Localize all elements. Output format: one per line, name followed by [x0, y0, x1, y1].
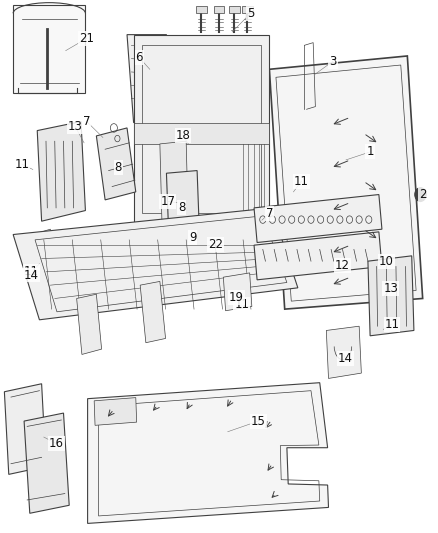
Text: 11: 11 [14, 158, 29, 171]
Text: 13: 13 [68, 120, 83, 133]
Polygon shape [77, 294, 102, 354]
Text: 8: 8 [115, 161, 122, 174]
Polygon shape [94, 398, 137, 425]
Polygon shape [88, 383, 328, 523]
Polygon shape [254, 232, 382, 280]
Text: 16: 16 [49, 437, 64, 450]
Text: 19: 19 [229, 291, 244, 304]
Polygon shape [326, 326, 361, 378]
Text: 12: 12 [335, 259, 350, 272]
Text: 11: 11 [234, 298, 249, 311]
Polygon shape [127, 35, 173, 123]
Text: 11: 11 [24, 265, 39, 278]
Polygon shape [24, 229, 53, 280]
Polygon shape [37, 122, 85, 221]
Polygon shape [254, 195, 382, 243]
Polygon shape [269, 56, 423, 309]
Polygon shape [223, 273, 252, 311]
Polygon shape [24, 413, 69, 513]
Circle shape [415, 188, 426, 201]
Text: 14: 14 [338, 352, 353, 365]
Text: 2: 2 [419, 188, 427, 201]
Text: 8: 8 [178, 201, 185, 214]
Text: 11: 11 [385, 318, 399, 330]
Text: 7: 7 [83, 115, 91, 128]
Polygon shape [166, 171, 199, 232]
Text: 9: 9 [189, 231, 197, 244]
Polygon shape [96, 128, 136, 200]
Polygon shape [13, 5, 85, 93]
Polygon shape [242, 6, 253, 13]
Text: 14: 14 [24, 269, 39, 281]
Text: 7: 7 [265, 207, 273, 220]
Polygon shape [140, 281, 166, 343]
Text: 15: 15 [251, 415, 266, 427]
Polygon shape [134, 123, 269, 144]
Polygon shape [229, 6, 240, 13]
Text: 13: 13 [383, 282, 398, 295]
Polygon shape [368, 256, 414, 336]
Polygon shape [160, 141, 188, 227]
Polygon shape [134, 35, 269, 224]
Polygon shape [196, 6, 207, 13]
Text: 21: 21 [79, 32, 94, 45]
Text: 1: 1 [366, 146, 374, 158]
Polygon shape [13, 208, 298, 320]
Text: 10: 10 [379, 255, 394, 268]
Text: 6: 6 [135, 51, 143, 64]
Text: 3: 3 [329, 55, 336, 68]
Text: 11: 11 [294, 175, 309, 188]
Text: 18: 18 [176, 130, 191, 142]
Polygon shape [214, 6, 224, 13]
Text: 5: 5 [247, 7, 254, 20]
Text: 22: 22 [208, 238, 223, 251]
Text: 17: 17 [160, 195, 175, 208]
Polygon shape [4, 384, 46, 474]
